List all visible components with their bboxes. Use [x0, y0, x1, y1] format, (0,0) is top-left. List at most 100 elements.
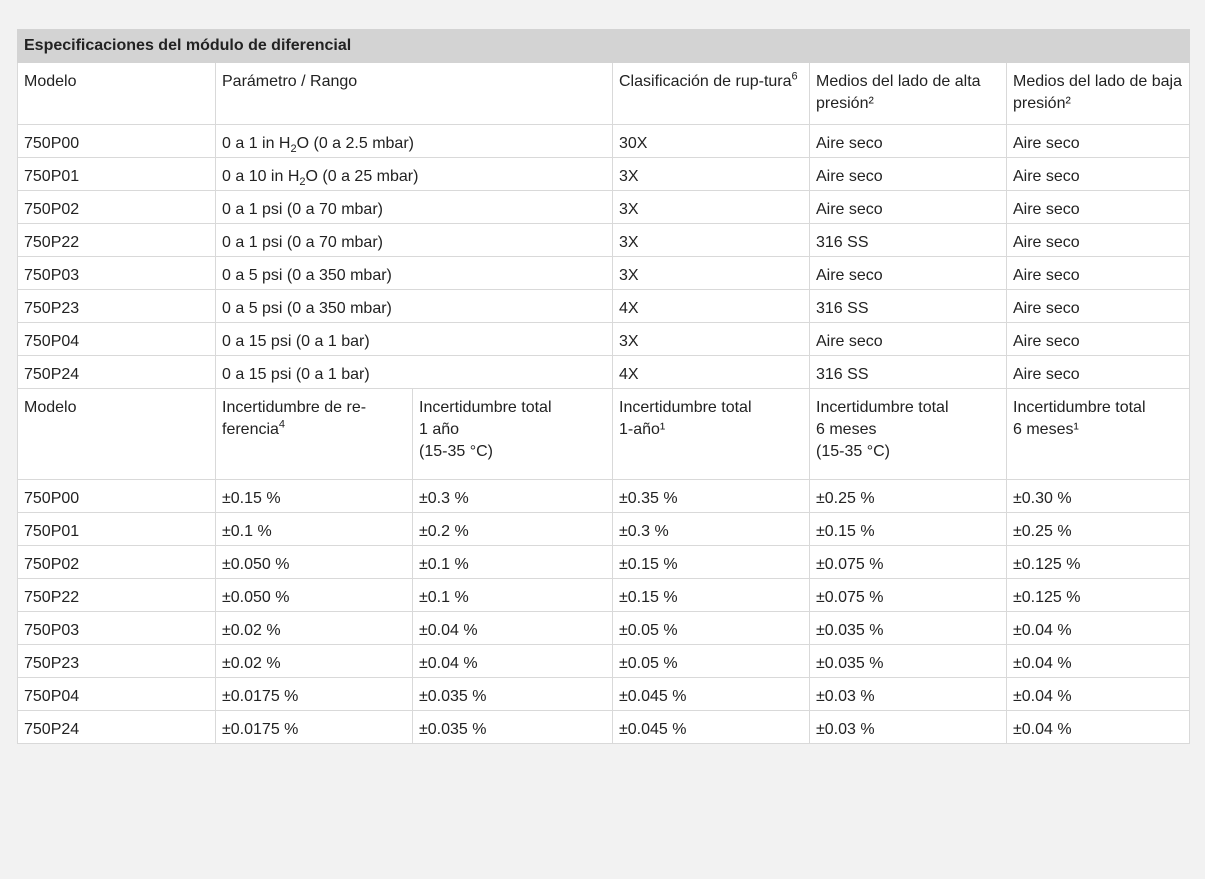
header-range: Parámetro / Rango [215, 62, 613, 125]
cell-reference-uncertainty: ±0.02 % [215, 644, 413, 678]
cell-model: 750P02 [17, 190, 216, 224]
cell-model: 750P24 [17, 355, 216, 389]
cell-model: 750P01 [17, 512, 216, 546]
cell-high-side-media: Aire seco [809, 157, 1007, 191]
cell-total-1-year-b: ±0.35 % [612, 479, 810, 513]
cell-total-1-year: ±0.3 % [412, 479, 613, 513]
cell-total-6-months-b: ±0.04 % [1006, 611, 1190, 645]
cell-low-side-media: Aire seco [1006, 124, 1190, 158]
cell-total-6-months-b: ±0.04 % [1006, 644, 1190, 678]
cell-range-sub: 2 [299, 176, 306, 189]
cell-total-1-year: ±0.04 % [412, 644, 613, 678]
cell-total-1-year: ±0.035 % [412, 677, 613, 711]
header-model: Modelo [17, 62, 216, 125]
cell-range: 0 a 5 psi (0 a 350 mbar) [215, 256, 613, 290]
cell-total-6-months-b: ±0.04 % [1006, 710, 1190, 744]
header-total-1-year-b: Incertidumbre total 1-año¹ [612, 388, 810, 480]
cell-reference-uncertainty: ±0.0175 % [215, 677, 413, 711]
cell-reference-uncertainty: ±0.15 % [215, 479, 413, 513]
cell-reference-uncertainty: ±0.0175 % [215, 710, 413, 744]
cell-total-1-year-b: ±0.05 % [612, 611, 810, 645]
table-row: 750P22 ±0.050 % ±0.1 % ±0.15 % ±0.075 % ±0.12… [17, 578, 1190, 612]
spec-table-container: Especificaciones del módulo de diferenci… [17, 29, 1190, 744]
cell-total-6-months: ±0.075 % [809, 545, 1007, 579]
header-total-6-months: Incertidumbre total 6 meses (15-35 °C) [809, 388, 1007, 480]
cell-model: 750P04 [17, 677, 216, 711]
cell-total-6-months: ±0.035 % [809, 644, 1007, 678]
cell-range: 0 a 5 psi (0 a 350 mbar) [215, 289, 613, 323]
cell-low-side-media: Aire seco [1006, 190, 1190, 224]
header-burst-text: Clasificación de rup-tura [619, 73, 792, 90]
cell-model: 750P01 [17, 157, 216, 191]
cell-range: 0 a 15 psi (0 a 1 bar) [215, 322, 613, 356]
cell-range: 0 a 1 psi (0 a 70 mbar) [215, 223, 613, 257]
table-row: 750P24 0 a 15 psi (0 a 1 bar) 4X 316 SS Aire… [17, 355, 1190, 389]
cell-model: 750P04 [17, 322, 216, 356]
cell-model: 750P03 [17, 256, 216, 290]
cell-burst: 3X [612, 190, 810, 224]
header-reference-text: Incertidumbre de re-ferencia [222, 399, 367, 438]
cell-model: 750P23 [17, 289, 216, 323]
cell-range: 0 a 15 psi (0 a 1 bar) [215, 355, 613, 389]
cell-reference-uncertainty: ±0.1 % [215, 512, 413, 546]
cell-low-side-media: Aire seco [1006, 355, 1190, 389]
cell-total-6-months: ±0.075 % [809, 578, 1007, 612]
header-low-side-media: Medios del lado de baja presión² [1006, 62, 1190, 125]
cell-range-text: 0 a 1 psi (0 a 70 mbar) [222, 201, 383, 218]
cell-range: 0 a 1 in H2O (0 a 2.5 mbar) [215, 124, 613, 158]
header-reference-sup: 4 [278, 418, 286, 431]
cell-burst: 30X [612, 124, 810, 158]
cell-model: 750P03 [17, 611, 216, 645]
table-row: 750P22 0 a 1 psi (0 a 70 mbar) 3X 316 SS Air… [17, 223, 1190, 257]
cell-total-6-months-b: ±0.25 % [1006, 512, 1190, 546]
cell-range-text: 0 a 10 in H [222, 168, 300, 185]
cell-total-1-year: ±0.04 % [412, 611, 613, 645]
cell-range: 0 a 1 psi (0 a 70 mbar) [215, 190, 613, 224]
cell-burst: 4X [612, 289, 810, 323]
table-row: 750P02 ±0.050 % ±0.1 % ±0.15 % ±0.075 % ±0.12… [17, 545, 1190, 579]
cell-reference-uncertainty: ±0.02 % [215, 611, 413, 645]
cell-total-1-year: ±0.1 % [412, 545, 613, 579]
cell-burst: 4X [612, 355, 810, 389]
table-row: 750P01 0 a 10 in H2O (0 a 25 mbar) 3X Aire … [17, 157, 1190, 191]
cell-low-side-media: Aire seco [1006, 157, 1190, 191]
cell-total-6-months-b: ±0.30 % [1006, 479, 1190, 513]
table-row: 750P04 ±0.0175 % ±0.035 % ±0.045 % ±0.03 % ±0… [17, 677, 1190, 711]
cell-total-1-year-b: ±0.15 % [612, 578, 810, 612]
cell-total-1-year: ±0.2 % [412, 512, 613, 546]
cell-model: 750P22 [17, 223, 216, 257]
cell-model: 750P00 [17, 479, 216, 513]
cell-range-text: 0 a 15 psi (0 a 1 bar) [222, 366, 370, 383]
cell-high-side-media: 316 SS [809, 355, 1007, 389]
table-row: 750P03 ±0.02 % ±0.04 % ±0.05 % ±0.035 % ±0.04… [17, 611, 1190, 645]
cell-range: 0 a 10 in H2O (0 a 25 mbar) [215, 157, 613, 191]
cell-range-text-post: O (0 a 25 mbar) [305, 168, 419, 185]
cell-total-6-months: ±0.25 % [809, 479, 1007, 513]
cell-high-side-media: Aire seco [809, 124, 1007, 158]
cell-total-1-year-b: ±0.3 % [612, 512, 810, 546]
header-burst: Clasificación de rup-tura6 [612, 62, 810, 125]
cell-burst: 3X [612, 157, 810, 191]
table-row: 750P23 ±0.02 % ±0.04 % ±0.05 % ±0.035 % ±0.04… [17, 644, 1190, 678]
cell-total-1-year: ±0.035 % [412, 710, 613, 744]
cell-total-6-months: ±0.03 % [809, 677, 1007, 711]
table-caption: Especificaciones del módulo de diferenci… [17, 29, 1190, 63]
table-row: 750P04 0 a 15 psi (0 a 1 bar) 3X Aire seco A… [17, 322, 1190, 356]
header-model: Modelo [17, 388, 216, 480]
cell-high-side-media: Aire seco [809, 256, 1007, 290]
cell-low-side-media: Aire seco [1006, 256, 1190, 290]
cell-range-sub: 2 [290, 143, 297, 156]
header-high-side-media: Medios del lado de alta presión² [809, 62, 1007, 125]
cell-total-6-months-b: ±0.04 % [1006, 677, 1190, 711]
cell-high-side-media: Aire seco [809, 190, 1007, 224]
cell-low-side-media: Aire seco [1006, 289, 1190, 323]
cell-total-6-months-b: ±0.125 % [1006, 578, 1190, 612]
cell-total-1-year: ±0.1 % [412, 578, 613, 612]
cell-high-side-media: 316 SS [809, 223, 1007, 257]
cell-total-6-months-b: ±0.125 % [1006, 545, 1190, 579]
cell-total-1-year-b: ±0.045 % [612, 710, 810, 744]
header-reference-uncertainty: Incertidumbre de re-ferencia4 [215, 388, 413, 480]
table-header-row: Modelo Parámetro / Rango Clasificación d… [17, 62, 1190, 125]
cell-reference-uncertainty: ±0.050 % [215, 578, 413, 612]
cell-total-1-year-b: ±0.15 % [612, 545, 810, 579]
